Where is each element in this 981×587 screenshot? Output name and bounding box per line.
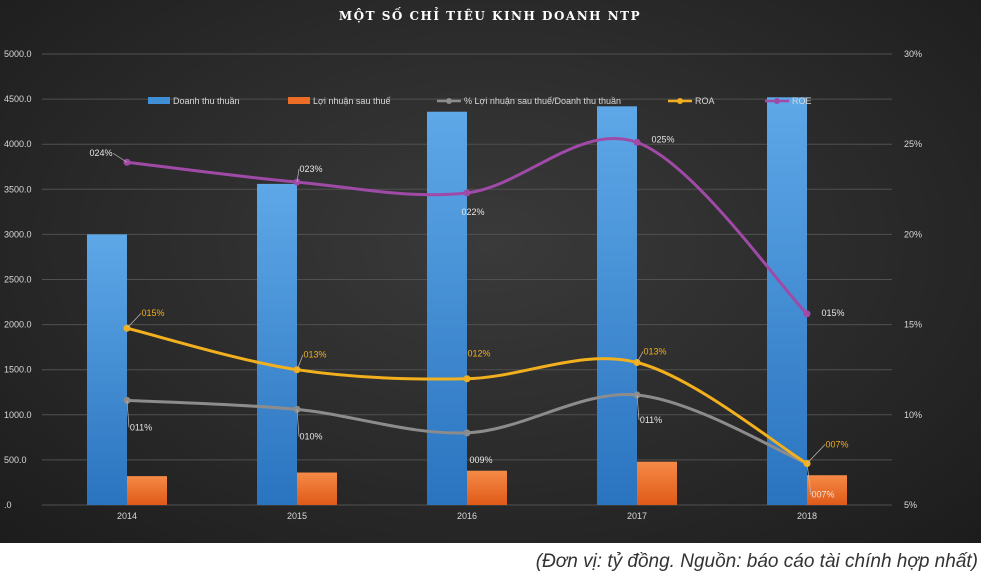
axes: 5000.0 4500.0 4000.0 3500.0 3000.0 2500.0 2000… xyxy=(4,49,922,521)
data-labels: 011% 010% 009% 011% 007% 015% 013% 012% 013% 007%… xyxy=(89,134,848,499)
leader-line xyxy=(126,312,142,329)
bar-profit xyxy=(297,472,337,505)
x-tick-label: 2016 xyxy=(457,511,477,521)
y-left-tick-label: 3000.0 xyxy=(4,229,32,239)
data-label: 025% xyxy=(651,134,674,144)
legend-label: Doanh thu thuần xyxy=(173,96,240,106)
series-point xyxy=(633,138,641,146)
source-note: (Đơn vị: tỷ đồng. Nguồn: báo cáo tài chí… xyxy=(535,551,978,572)
y-left-tick-label: 4000.0 xyxy=(4,139,32,149)
y-left-tick-label: 1500.0 xyxy=(4,365,32,375)
bar-profit xyxy=(467,470,507,505)
data-label: 013% xyxy=(643,346,666,356)
bar-revenue xyxy=(597,106,637,505)
bar-revenue xyxy=(427,111,467,505)
y-right-tick-label: 30% xyxy=(904,49,922,59)
chart-canvas: MỘT SỐ CHỈ TIÊU KINH DOANH NTP 5000.0 450… xyxy=(4,6,923,521)
bar-revenue xyxy=(257,183,297,505)
x-tick-label: 2018 xyxy=(797,511,817,521)
bar-revenue xyxy=(87,234,127,505)
legend-swatch xyxy=(288,97,310,104)
bar-revenue xyxy=(767,97,807,506)
leader-line xyxy=(296,409,300,437)
data-label: 007% xyxy=(825,440,848,450)
data-label: 010% xyxy=(299,431,322,441)
bar-profit xyxy=(637,461,677,505)
legend-label: ROA xyxy=(695,96,715,106)
y-right-tick-label: 10% xyxy=(904,410,922,420)
leader-line xyxy=(126,400,130,428)
data-label: 015% xyxy=(141,308,164,318)
bars xyxy=(87,97,847,506)
series-point xyxy=(463,189,471,197)
series-point xyxy=(463,375,471,383)
data-label: 024% xyxy=(89,148,112,158)
data-label: 007% xyxy=(811,490,834,500)
data-label: 023% xyxy=(299,164,322,174)
legend-marker xyxy=(774,98,780,104)
data-label: 009% xyxy=(469,455,492,465)
leader-line xyxy=(636,351,644,363)
bar-profit xyxy=(807,475,847,505)
data-label: 011% xyxy=(640,415,662,425)
leader-line xyxy=(636,394,640,420)
legend-label: % Lợi nhuận sau thuế/Doanh thu thuần xyxy=(464,96,621,106)
y-left-tick-label: 1000.0 xyxy=(4,410,32,420)
data-label: 015% xyxy=(821,308,844,318)
legend-swatch xyxy=(148,97,170,104)
y-right-tick-label: 25% xyxy=(904,139,922,149)
data-label: 012% xyxy=(467,349,490,359)
series-point xyxy=(803,310,811,318)
leader-line xyxy=(296,354,304,370)
legend-marker xyxy=(446,98,452,104)
series-line xyxy=(126,136,809,315)
legend: Doanh thu thuần Lợi nhuận sau thuế % Lợi n… xyxy=(148,96,812,106)
lines xyxy=(123,136,811,468)
chart-panel: MỘT SỐ CHỈ TIÊU KINH DOANH NTP 5000.0 450… xyxy=(0,0,981,543)
chart-title: MỘT SỐ CHỈ TIÊU KINH DOANH NTP xyxy=(339,6,641,23)
y-left-tick-label: 4500.0 xyxy=(4,94,32,104)
y-left-tick-label: .0 xyxy=(4,500,12,510)
y-left-tick-label: 2500.0 xyxy=(4,275,32,285)
y-right-tick-label: 5% xyxy=(904,500,917,510)
y-left-tick-label: 5000.0 xyxy=(4,49,32,59)
y-left-tick-label: 3500.0 xyxy=(4,184,32,194)
bar-profit xyxy=(127,476,167,505)
x-tick-label: 2014 xyxy=(117,511,137,521)
x-tick-label: 2015 xyxy=(287,511,307,521)
leader-line xyxy=(296,169,300,183)
y-right-tick-label: 20% xyxy=(904,229,922,239)
leader-line xyxy=(112,152,128,163)
legend-marker xyxy=(677,98,683,104)
y-left-tick-label: 2000.0 xyxy=(4,320,32,330)
y-left-tick-label: 500.0 xyxy=(4,455,27,465)
x-tick-label: 2017 xyxy=(627,511,647,521)
legend-label: Lợi nhuận sau thuế xyxy=(313,96,390,106)
data-label: 022% xyxy=(461,207,484,217)
data-label: 013% xyxy=(303,350,326,360)
data-label: 011% xyxy=(130,422,152,432)
leader-line xyxy=(806,444,826,464)
legend-label: ROE xyxy=(792,96,812,106)
series-point xyxy=(463,429,471,437)
y-right-tick-label: 15% xyxy=(904,320,922,330)
leader-line xyxy=(806,463,812,495)
